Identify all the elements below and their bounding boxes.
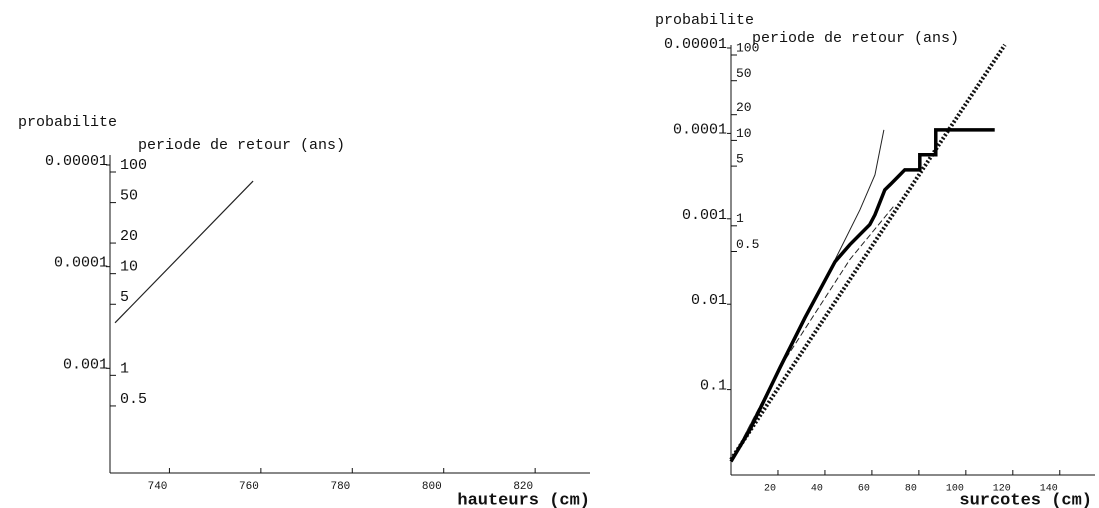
y2-tick-label: 1	[120, 360, 129, 377]
y-axis-title: probabilite	[18, 114, 117, 131]
y2-tick-label: 100	[120, 157, 147, 174]
x-tick-label: 100	[946, 484, 964, 495]
y-tick-label: 0.0001	[673, 121, 727, 138]
x-tick-label: 800	[422, 481, 442, 493]
y2-tick-label: 0.5	[736, 237, 759, 252]
data-line	[114, 180, 254, 324]
y-tick-label: 0.001	[682, 207, 727, 224]
data-line	[729, 43, 1007, 461]
x-axis-title: hauteurs (cm)	[457, 491, 590, 508]
y2-tick-label: 100	[736, 40, 759, 55]
x-tick-label: 60	[858, 484, 870, 495]
y-axis-title: probabilite	[655, 12, 754, 29]
y-tick-label: 0.0001	[54, 255, 108, 272]
y2-axis-title: periode de retour (ans)	[138, 137, 345, 154]
x-tick-label: 120	[993, 484, 1011, 495]
y2-axis-title: periode de retour (ans)	[752, 30, 959, 47]
x-axis-title: surcotes (cm)	[959, 491, 1092, 508]
y2-tick-label: 5	[736, 152, 744, 167]
y-tick-label: 0.00001	[45, 153, 108, 170]
y2-tick-label: 10	[120, 259, 138, 276]
y2-tick-label: 10	[736, 126, 752, 141]
y2-tick-label: 50	[120, 188, 138, 205]
y2-tick-label: 20	[736, 100, 752, 115]
y2-tick-label: 20	[120, 228, 138, 245]
data-line	[729, 128, 995, 463]
x-tick-label: 740	[148, 481, 168, 493]
y2-tick-label: 1	[736, 211, 744, 226]
y-tick-label: 0.001	[63, 356, 108, 373]
y-tick-label: 0.1	[700, 378, 727, 395]
y-tick-label: 0.01	[691, 292, 727, 309]
data-line	[730, 129, 885, 462]
x-tick-label: 80	[905, 484, 917, 495]
x-tick-label: 760	[239, 481, 259, 493]
x-tick-label: 20	[764, 484, 776, 495]
x-tick-label: 140	[1040, 484, 1058, 495]
x-tick-label: 40	[811, 484, 823, 495]
data-line	[730, 204, 896, 462]
y-tick-label: 0.00001	[664, 36, 727, 53]
y2-tick-label: 5	[120, 289, 129, 306]
x-tick-label: 820	[513, 481, 533, 493]
x-tick-label: 780	[330, 481, 350, 493]
y2-tick-label: 0.5	[120, 391, 147, 408]
y2-tick-label: 50	[736, 66, 752, 81]
